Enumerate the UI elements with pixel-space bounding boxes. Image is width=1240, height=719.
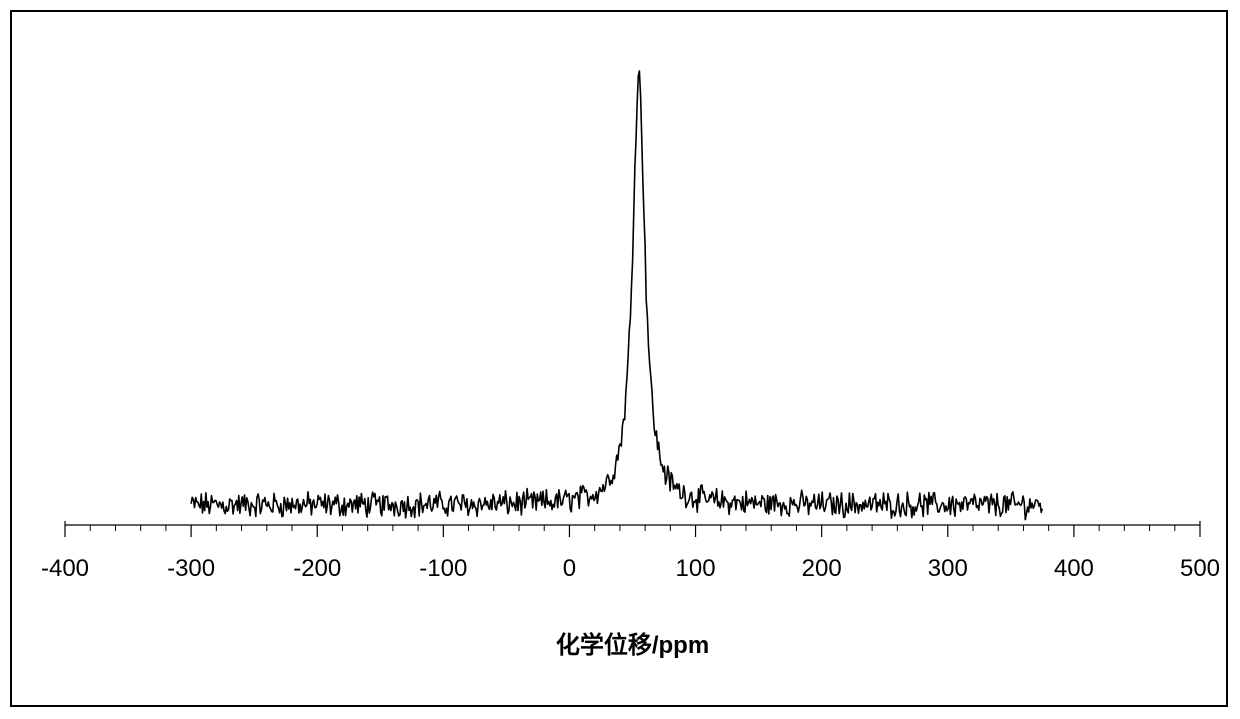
x-tick-label: 500 [1180, 555, 1220, 583]
x-axis-label: 化学位移/ppm [556, 625, 709, 660]
x-tick-label: -400 [41, 555, 89, 583]
x-tick-label: 200 [802, 555, 842, 583]
x-tick-label: 300 [928, 555, 968, 583]
x-tick-label: -300 [167, 555, 215, 583]
x-tick-label: 400 [1054, 555, 1094, 583]
x-tick-label: -200 [293, 555, 341, 583]
spectrum-trace [191, 71, 1042, 520]
plot-container [0, 0, 1240, 719]
x-tick-label: 100 [676, 555, 716, 583]
spectrum-svg [0, 0, 1240, 719]
x-tick-label: 0 [563, 555, 576, 583]
x-tick-label: -100 [419, 555, 467, 583]
